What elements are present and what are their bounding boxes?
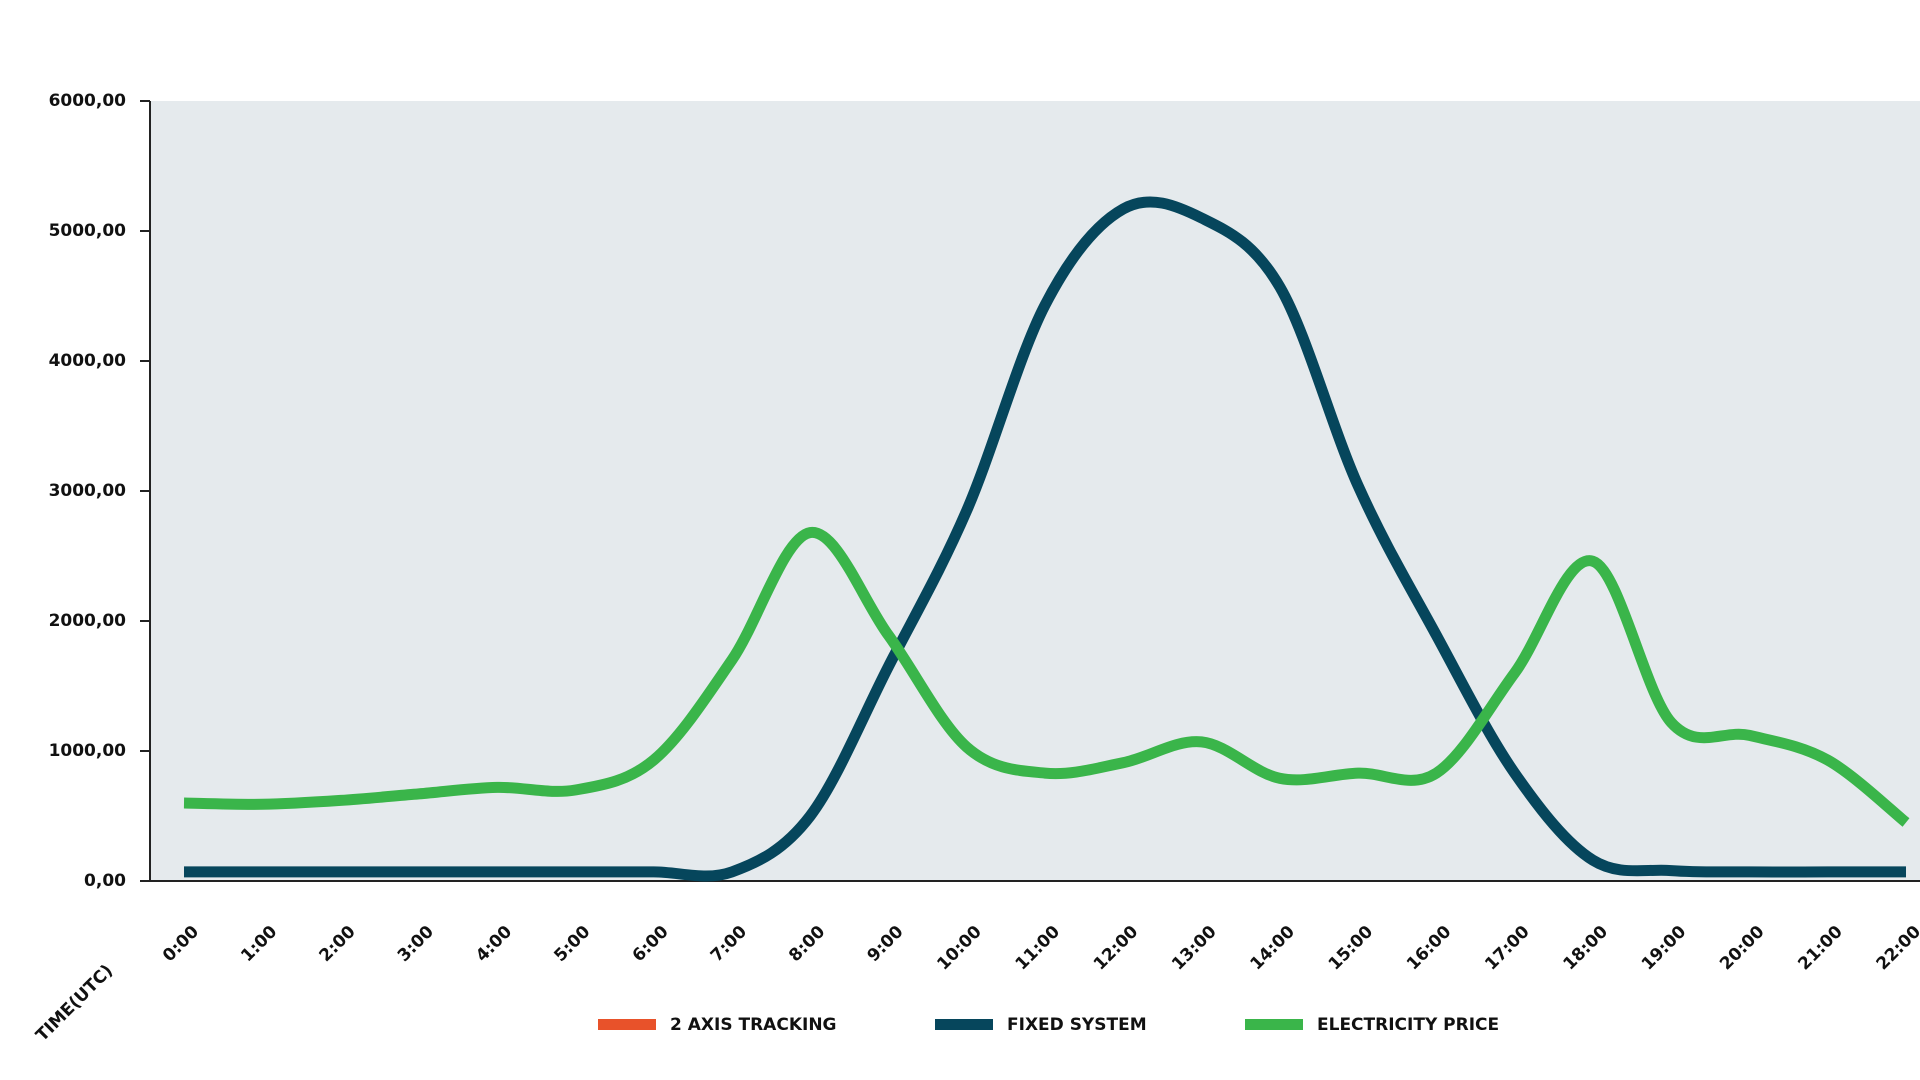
legend-label: 2 AXIS TRACKING: [670, 1015, 837, 1035]
legend-label: ELECTRICITY PRICE: [1317, 1015, 1499, 1035]
y-tick-label: 1000,00: [49, 741, 127, 761]
legend-label: FIXED SYSTEM: [1007, 1015, 1147, 1035]
x-tick-label: 19:00: [1638, 922, 1691, 975]
y-tick-label: 5000,00: [49, 221, 127, 241]
x-tick-label: 7:00: [707, 922, 751, 966]
y-tick-label: 0,00: [84, 871, 126, 891]
x-tick-label: 14:00: [1246, 922, 1299, 975]
y-tick-label: 4000,00: [49, 351, 127, 371]
x-tick-label: 11:00: [1012, 922, 1065, 975]
x-tick-label: 10:00: [933, 922, 986, 975]
x-tick-label: 4:00: [472, 922, 516, 966]
x-tick-label: 9:00: [863, 922, 907, 966]
y-tick-label: 2000,00: [49, 611, 127, 631]
x-tick-label: 0:00: [159, 922, 203, 966]
x-tick-label: 20:00: [1716, 922, 1769, 975]
x-tick-label: 17:00: [1481, 922, 1534, 975]
legend-swatch: [1245, 1019, 1303, 1030]
x-tick-label: 5:00: [550, 922, 594, 966]
y-tick-label: 3000,00: [49, 481, 127, 501]
x-tick-label: 3:00: [394, 922, 438, 966]
legend-swatch: [935, 1019, 993, 1030]
x-tick-label: 13:00: [1168, 922, 1221, 975]
legend-swatch: [598, 1019, 656, 1030]
x-tick-label: 8:00: [785, 922, 829, 966]
x-tick-label: 15:00: [1325, 922, 1378, 975]
x-tick-label: 18:00: [1560, 922, 1613, 975]
x-tick-label: 2:00: [316, 922, 360, 966]
x-axis-label: TIME(UTC): [32, 961, 117, 1046]
x-tick-label: 12:00: [1090, 922, 1143, 975]
series-line: [183, 196, 1906, 882]
series-line: [183, 527, 1910, 827]
x-tick-label: 16:00: [1403, 922, 1456, 975]
y-tick-label: 6000,00: [49, 91, 127, 111]
x-tick-label: 6:00: [629, 922, 673, 966]
x-tick-label: 22:00: [1873, 922, 1920, 975]
x-tick-label: 1:00: [237, 922, 281, 966]
x-tick-label: 21:00: [1794, 922, 1847, 975]
plot-background: [150, 101, 1920, 881]
